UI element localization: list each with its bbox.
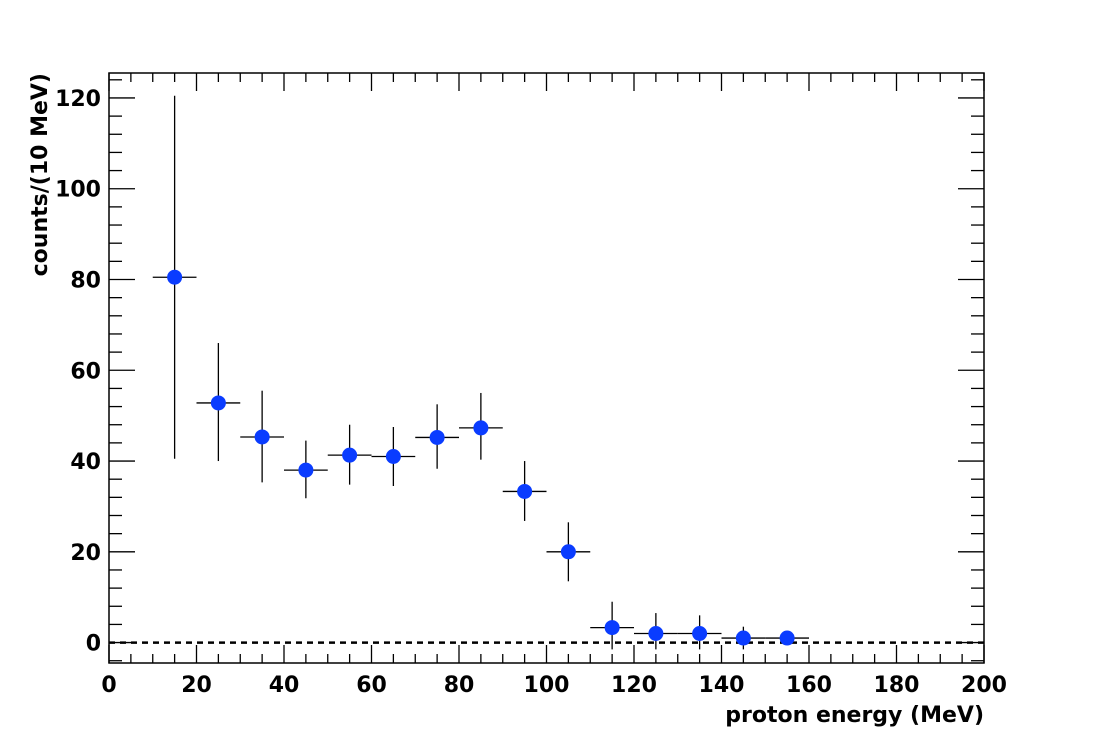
- x-axis-label: proton energy (MeV): [725, 703, 984, 728]
- data-point: [692, 626, 708, 641]
- data-point: [779, 630, 795, 646]
- y-tick-label: 120: [55, 87, 101, 112]
- data-point: [298, 462, 314, 478]
- data-point: [604, 620, 620, 636]
- x-axis-ticks: [108, 73, 985, 663]
- y-tick-label: 0: [86, 632, 101, 657]
- x-tick-label: 120: [611, 673, 657, 698]
- y-tick-label: 60: [70, 359, 101, 384]
- data-point: [429, 429, 445, 445]
- data-point: [473, 420, 489, 436]
- data-points: [167, 269, 795, 646]
- data-point: [517, 483, 533, 499]
- x-tick-label: 0: [101, 673, 116, 698]
- plot-frame: [108, 72, 985, 664]
- y-axis-label: counts/(10 MeV): [28, 73, 53, 276]
- x-tick-label: 140: [699, 673, 745, 698]
- y-tick-label: 100: [55, 178, 101, 203]
- y-tick-label: 20: [70, 541, 101, 566]
- y-tick-label: 40: [70, 450, 101, 475]
- data-point: [167, 269, 183, 285]
- x-axis-tick-labels: 0 20 40 60 80 100 120 140 160 180 200: [101, 673, 1007, 698]
- x-tick-label: 40: [269, 673, 300, 698]
- x-tick-label: 20: [181, 673, 212, 698]
- y-axis-ticks: [109, 79, 984, 662]
- x-tick-label: 160: [786, 673, 832, 698]
- data-point: [342, 447, 358, 463]
- y-tick-label: 80: [70, 269, 101, 294]
- data-point: [735, 630, 751, 646]
- data-point: [254, 429, 270, 445]
- x-tick-label: 100: [524, 673, 570, 698]
- x-tick-label: 60: [356, 673, 387, 698]
- x-tick-label: 180: [874, 673, 920, 698]
- data-point: [648, 626, 664, 641]
- y-axis-tick-labels: 0 20 40 60 80 100 120: [55, 87, 101, 657]
- data-point: [385, 449, 401, 464]
- data-point: [210, 395, 226, 411]
- x-tick-label: 200: [961, 673, 1007, 698]
- data-point: [560, 544, 576, 560]
- x-tick-label: 80: [444, 673, 475, 698]
- error-bars: [152, 95, 809, 650]
